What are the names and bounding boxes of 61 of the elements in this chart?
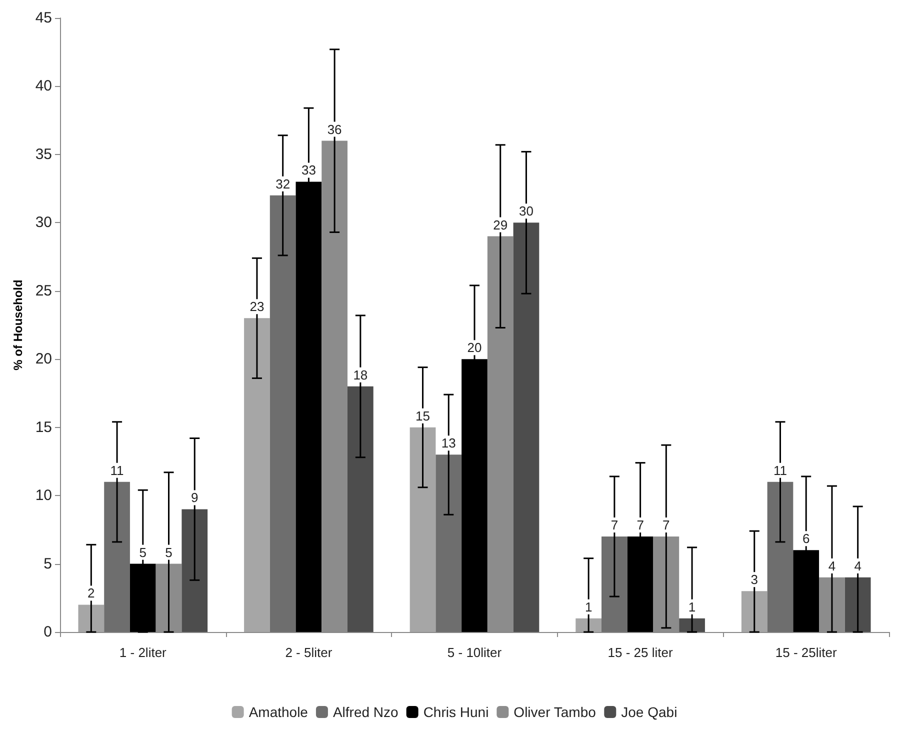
bar xyxy=(270,195,296,632)
bar xyxy=(436,454,462,632)
bar xyxy=(576,618,602,632)
bar xyxy=(244,318,270,632)
bar xyxy=(410,427,436,632)
data-label: 4 xyxy=(828,558,836,574)
bar xyxy=(679,618,705,632)
x-tick-label: 15 - 25 liter xyxy=(608,645,674,660)
data-label: 32 xyxy=(276,176,290,192)
data-label: 1 xyxy=(584,599,592,614)
y-tick-label: 45 xyxy=(35,10,52,26)
data-label: 4 xyxy=(854,558,862,574)
data-label: 11 xyxy=(110,462,124,478)
data-label: 9 xyxy=(191,490,198,506)
y-tick-label: 15 xyxy=(35,418,52,436)
data-label: 7 xyxy=(662,517,670,532)
data-label: 36 xyxy=(327,122,342,137)
legend-label: Alfred Nzo xyxy=(332,704,399,720)
legend-label: Chris Huni xyxy=(423,704,489,720)
data-label: 3 xyxy=(750,572,758,588)
data-label: 11 xyxy=(773,462,787,478)
bar xyxy=(182,509,208,632)
bar xyxy=(602,536,628,632)
x-tick-label: 15 - 25liter xyxy=(775,645,838,660)
y-tick-label: 20 xyxy=(35,350,52,368)
data-label: 13 xyxy=(441,436,456,451)
y-tick-label: 30 xyxy=(35,214,52,232)
data-label: 5 xyxy=(165,544,172,560)
bar xyxy=(104,482,130,632)
data-label: 1 xyxy=(688,599,696,614)
y-axis-title: % of Household xyxy=(11,280,25,370)
data-label: 33 xyxy=(301,162,316,178)
legend-label: Joe Qabi xyxy=(621,704,678,720)
legend-label: Oliver Tambo xyxy=(514,704,596,720)
data-label: 7 xyxy=(636,517,644,532)
data-label: 18 xyxy=(353,367,368,382)
x-tick-label: 2 - 5liter xyxy=(285,645,333,660)
data-label: 7 xyxy=(610,517,618,532)
data-label: 6 xyxy=(802,531,810,546)
data-label: 29 xyxy=(493,217,508,232)
data-label: 15 xyxy=(416,408,430,424)
bar xyxy=(741,591,768,632)
y-tick-label: 0 xyxy=(44,624,52,640)
y-tick-label: 5 xyxy=(44,555,52,572)
bar xyxy=(844,577,871,632)
bar xyxy=(347,386,374,632)
y-tick-label: 25 xyxy=(35,282,52,300)
y-tick-label: 35 xyxy=(35,146,52,163)
legend-label: Amathole xyxy=(248,704,308,720)
bar xyxy=(513,222,540,632)
data-label: 20 xyxy=(467,340,482,356)
data-label: 30 xyxy=(518,204,534,219)
x-tick-label: 1 - 2liter xyxy=(119,645,168,660)
data-label: 5 xyxy=(139,544,147,560)
bar xyxy=(767,482,794,632)
x-tick-label: 5 - 10liter xyxy=(447,645,502,660)
data-label: 2 xyxy=(88,586,95,601)
y-tick-label: 40 xyxy=(35,78,52,95)
y-tick-label: 10 xyxy=(35,487,52,504)
data-label: 23 xyxy=(250,299,264,314)
bar xyxy=(78,604,104,632)
